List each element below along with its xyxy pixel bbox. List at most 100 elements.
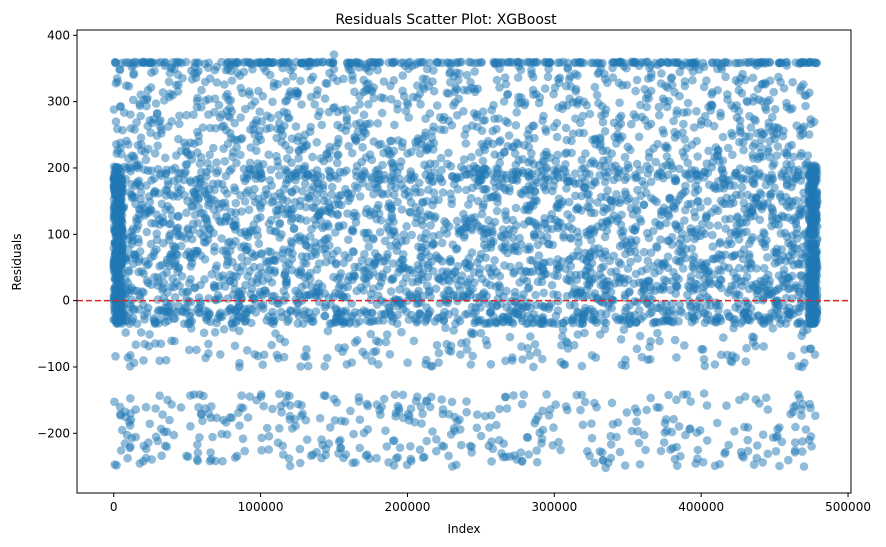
residual-point bbox=[225, 216, 234, 226]
residual-point bbox=[669, 414, 678, 424]
residual-point bbox=[544, 239, 553, 249]
residual-point bbox=[713, 145, 723, 155]
residual-point bbox=[511, 121, 521, 130]
residual-point bbox=[238, 434, 248, 444]
residual-point bbox=[395, 174, 405, 184]
residual-point bbox=[147, 166, 156, 175]
residual-point bbox=[768, 205, 777, 214]
residual-point bbox=[257, 117, 267, 126]
residual-point bbox=[651, 318, 660, 327]
residual-point bbox=[134, 267, 143, 277]
residual-point bbox=[153, 164, 163, 174]
residual-point bbox=[228, 152, 237, 162]
residual-point bbox=[138, 200, 147, 210]
residual-point bbox=[428, 239, 438, 248]
residual-point bbox=[782, 160, 791, 169]
residual-point bbox=[526, 255, 535, 265]
residual-point bbox=[599, 316, 608, 326]
residual-point bbox=[485, 423, 494, 432]
residual-point bbox=[523, 344, 533, 353]
residual-point bbox=[674, 317, 683, 326]
residual-point bbox=[565, 300, 575, 310]
residual-point bbox=[590, 226, 599, 235]
residual-point bbox=[446, 347, 456, 356]
residual-point bbox=[693, 445, 703, 455]
residual-point bbox=[585, 169, 594, 179]
residual-point bbox=[373, 177, 383, 186]
residual-point bbox=[797, 362, 807, 372]
residual-point bbox=[776, 77, 785, 87]
residual-point bbox=[505, 332, 515, 342]
residual-point bbox=[620, 461, 630, 470]
residual-point bbox=[603, 186, 612, 195]
residual-point bbox=[402, 222, 411, 231]
residual-point bbox=[742, 343, 751, 353]
residual-point bbox=[278, 248, 288, 258]
residual-point bbox=[753, 441, 762, 450]
residual-point bbox=[510, 292, 520, 301]
residual-point bbox=[586, 304, 595, 314]
residual-point bbox=[297, 282, 307, 292]
residual-point bbox=[382, 330, 392, 339]
residual-point bbox=[270, 291, 279, 301]
residual-point bbox=[787, 182, 796, 192]
residual-point bbox=[470, 278, 479, 287]
residual-point bbox=[162, 165, 171, 175]
residual-point bbox=[141, 155, 151, 165]
residual-point bbox=[631, 86, 640, 96]
residual-point bbox=[588, 135, 597, 145]
residual-point bbox=[707, 163, 716, 172]
residual-point bbox=[347, 299, 356, 308]
residual-point bbox=[373, 65, 383, 75]
residual-point bbox=[374, 200, 383, 210]
residual-point bbox=[482, 185, 491, 194]
residual-point bbox=[446, 257, 456, 266]
residual-point bbox=[273, 79, 283, 89]
residual-point bbox=[600, 324, 610, 334]
residual-point bbox=[399, 184, 409, 194]
residual-point bbox=[703, 197, 712, 206]
residual-point bbox=[274, 171, 284, 180]
residual-point bbox=[590, 82, 600, 92]
residual-point bbox=[561, 123, 571, 133]
residual-point bbox=[477, 274, 487, 284]
residual-point bbox=[810, 350, 820, 359]
residual-point bbox=[316, 154, 326, 163]
residual-point bbox=[578, 420, 588, 430]
residual-point bbox=[325, 142, 334, 152]
residual-point bbox=[637, 112, 647, 122]
residual-point bbox=[700, 111, 710, 121]
residual-point bbox=[370, 249, 380, 258]
residual-point bbox=[440, 125, 449, 135]
residual-point bbox=[566, 234, 576, 243]
residual-point bbox=[527, 69, 536, 79]
residual-point bbox=[631, 269, 641, 279]
residual-point bbox=[241, 188, 251, 198]
residual-point bbox=[499, 292, 508, 302]
residual-point bbox=[199, 391, 208, 401]
residual-point bbox=[671, 175, 681, 185]
residual-point bbox=[258, 268, 267, 278]
residual-point bbox=[406, 170, 416, 180]
residual-point bbox=[729, 268, 738, 277]
residual-point bbox=[355, 443, 365, 453]
residual-point bbox=[468, 183, 477, 193]
residual-point bbox=[549, 165, 559, 175]
residual-point bbox=[492, 267, 501, 277]
residual-point bbox=[219, 325, 229, 334]
residual-point bbox=[757, 190, 766, 199]
residual-point bbox=[716, 255, 726, 264]
residual-point bbox=[258, 360, 268, 370]
residual-point bbox=[284, 454, 294, 463]
residual-point bbox=[692, 302, 701, 311]
residual-point bbox=[564, 197, 574, 207]
residual-point bbox=[146, 205, 155, 214]
residual-point bbox=[534, 251, 544, 260]
residual-point bbox=[413, 316, 422, 326]
residual-point bbox=[149, 251, 158, 261]
residual-point bbox=[573, 251, 582, 261]
residual-point bbox=[340, 343, 350, 352]
residual-point bbox=[768, 161, 777, 171]
residual-point bbox=[387, 136, 397, 146]
residual-point bbox=[349, 269, 358, 279]
